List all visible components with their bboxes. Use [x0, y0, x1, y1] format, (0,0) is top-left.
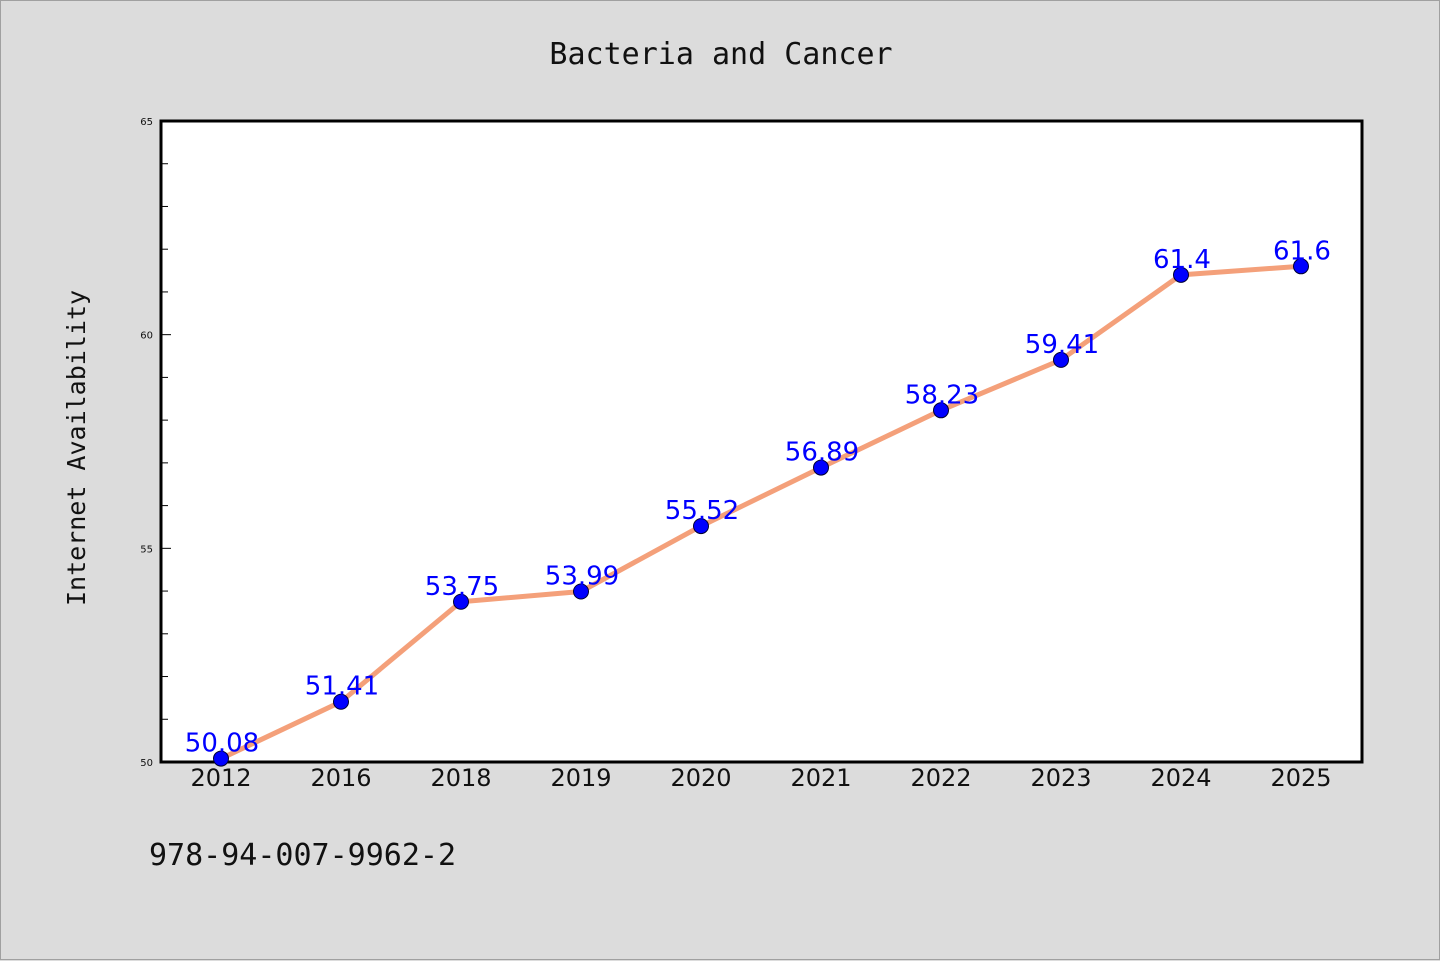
data-label: 61.6 [1273, 236, 1331, 266]
data-point [813, 459, 829, 476]
chart-title: Bacteria and Cancer [549, 37, 892, 72]
data-point [1053, 351, 1069, 368]
data-point [1293, 258, 1309, 275]
y-axis-ticks: 50 55 60 65 [140, 117, 171, 769]
data-point [453, 593, 469, 610]
data-label: 53.99 [545, 561, 619, 591]
series-line [218, 263, 1304, 762]
x-tick-label: 2016 [310, 764, 371, 792]
y-tick-label: 60 [140, 331, 153, 342]
data-label: 58.23 [905, 380, 979, 410]
data-labels-group: 50.08 51.41 53.75 53.99 55.52 56.89 58.23 59.41… [185, 236, 1331, 758]
data-label: 55.52 [665, 496, 739, 526]
x-tick-label: 2025 [1270, 764, 1331, 792]
x-tick-label: 2019 [550, 764, 611, 792]
data-point [1173, 266, 1189, 283]
x-axis-ticks: 2012 2016 2018 2019 2020 2021 2022 2023 2024 2025 [190, 764, 1331, 792]
footer-isbn: 978-94-007-9962-2 [149, 838, 456, 873]
x-tick-label: 2024 [1150, 764, 1211, 792]
data-label: 59.41 [1025, 330, 1099, 360]
data-point [693, 518, 709, 535]
x-tick-label: 2021 [790, 764, 851, 792]
data-label: 53.75 [425, 572, 499, 602]
series-line-group [213, 258, 1309, 767]
y-tick-label: 55 [140, 544, 153, 555]
x-tick-label: 2022 [910, 764, 971, 792]
y-axis-label: Internet Availability [62, 290, 91, 606]
data-point [333, 693, 349, 710]
data-label: 50.08 [185, 729, 259, 759]
data-label: 61.4 [1153, 245, 1211, 275]
x-tick-label: 2018 [430, 764, 491, 792]
plot-area [159, 119, 1364, 764]
data-point [573, 583, 589, 600]
x-tick-label: 2012 [190, 764, 251, 792]
data-point [933, 402, 949, 419]
y-tick-label: 50 [140, 758, 153, 769]
data-label: 56.89 [785, 438, 859, 468]
x-tick-label: 2023 [1030, 764, 1091, 792]
data-label: 51.41 [305, 672, 379, 702]
data-point [213, 750, 229, 767]
y-tick-label: 65 [140, 117, 153, 128]
x-tick-label: 2020 [670, 764, 731, 792]
